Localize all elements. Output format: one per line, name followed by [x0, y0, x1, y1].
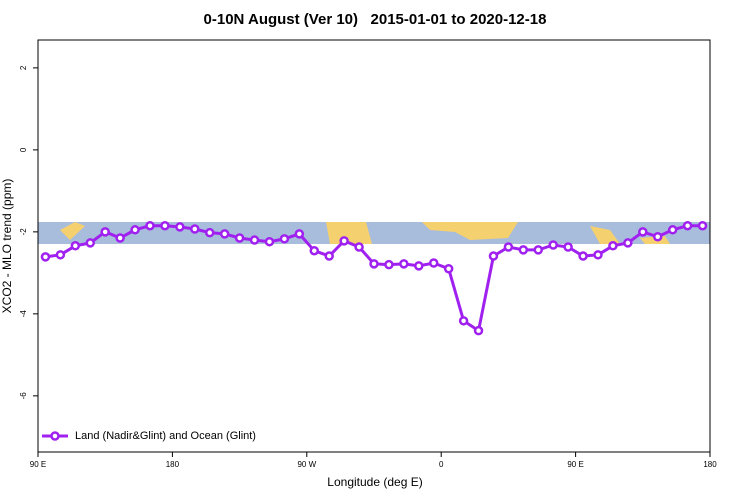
data-point — [667, 225, 678, 235]
data-point — [682, 220, 693, 231]
data-point — [234, 233, 245, 243]
x-tick-label: 180 — [166, 460, 180, 469]
data-point — [279, 234, 290, 244]
x-tick-label: 90 E — [30, 460, 46, 469]
y-axis-label: XCO2 - MLO trend (ppm) — [0, 179, 14, 314]
data-point — [219, 229, 230, 239]
y-tick-label: 0 — [19, 147, 28, 152]
data-point — [623, 238, 633, 248]
legend-label: Land (Nadir&Glint) and Ocean (Glint) — [75, 430, 256, 442]
legend-marker — [50, 431, 60, 441]
plot-frame — [37, 39, 711, 453]
data-point — [145, 220, 155, 231]
data-point — [324, 251, 334, 261]
data-point — [443, 264, 454, 274]
data-point — [638, 227, 648, 237]
data-point — [294, 229, 305, 239]
data-point — [190, 224, 200, 234]
y-tick-label: -2 — [19, 228, 28, 236]
data-point — [503, 242, 514, 252]
data-point — [85, 238, 96, 248]
data-point — [697, 220, 708, 231]
x-tick-label: 180 — [703, 460, 717, 469]
data-point — [428, 258, 439, 268]
data-point — [384, 259, 394, 270]
data-point — [175, 222, 185, 232]
data-point — [354, 242, 364, 252]
data-point — [563, 242, 573, 252]
data-point — [652, 232, 663, 242]
data-point — [533, 245, 544, 255]
data-point — [249, 235, 260, 245]
land — [60, 222, 670, 244]
x-tick-label: 90 E — [567, 460, 583, 469]
y-tick-label: -6 — [19, 392, 28, 400]
data-point — [264, 236, 275, 247]
map-band — [38, 222, 710, 244]
data-point — [608, 241, 618, 251]
data-point — [473, 325, 484, 336]
data-point — [399, 259, 409, 269]
data-point — [488, 251, 499, 261]
x-axis-label: Longitude (deg E) — [327, 475, 422, 489]
x-tick-label: 90 W — [297, 460, 316, 469]
data-point — [115, 233, 125, 243]
data-point — [518, 245, 529, 255]
data-point — [414, 261, 424, 271]
data-point — [593, 250, 603, 260]
data-point — [369, 259, 379, 269]
data-point — [578, 251, 588, 261]
data-point — [548, 240, 558, 250]
data-point — [100, 227, 110, 237]
data-point — [70, 241, 81, 251]
data-point — [204, 227, 215, 238]
chart-title: 0-10N August (Ver 10) 2015-01-01 to 2020… — [204, 11, 547, 28]
y-tick-label: 2 — [19, 65, 28, 70]
data-point — [458, 316, 469, 326]
data-point — [130, 225, 140, 235]
data-point — [309, 245, 320, 256]
data-point — [160, 220, 170, 231]
data-point — [40, 252, 51, 262]
data-point — [55, 250, 66, 260]
x-tick-label: 0 — [439, 460, 444, 469]
y-tick-label: -4 — [19, 310, 28, 318]
data-point — [339, 236, 349, 246]
